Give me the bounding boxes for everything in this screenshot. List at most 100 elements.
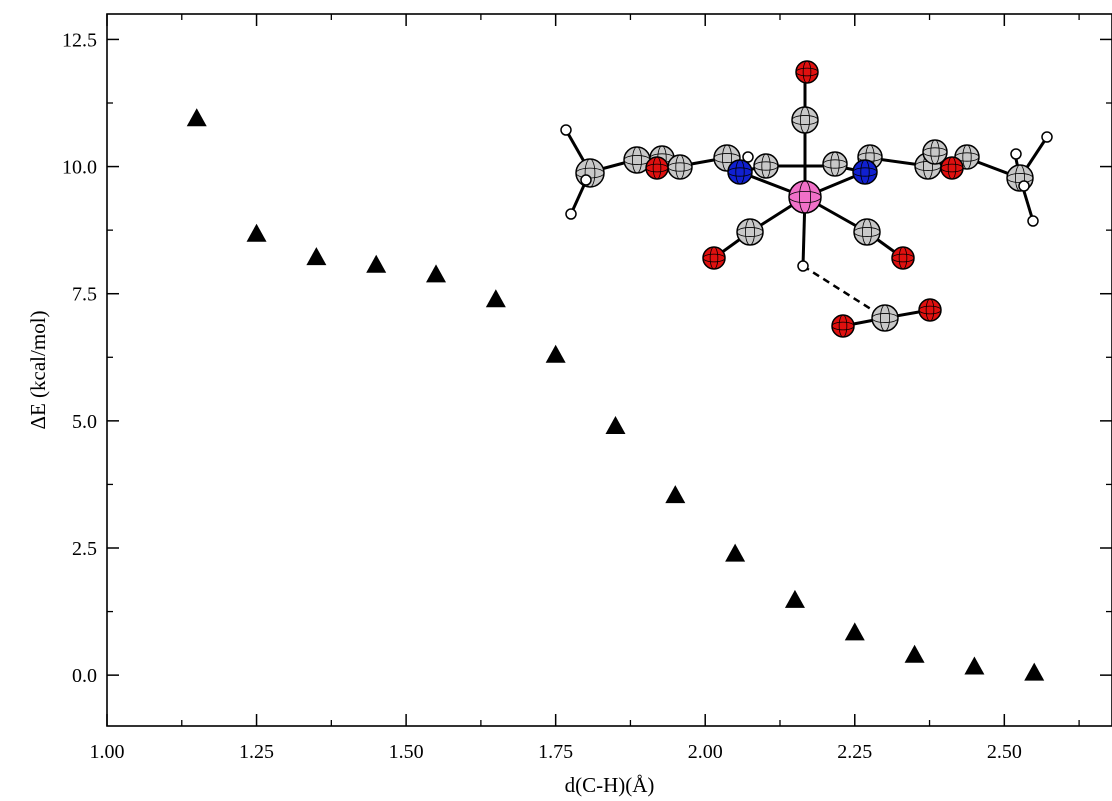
carbon-atom-shade — [962, 144, 972, 170]
carbon-atom-shade — [761, 153, 771, 179]
metal-atom-shade — [799, 180, 812, 214]
data-point — [665, 485, 686, 504]
oxygen-atom — [795, 60, 819, 84]
molecule-inset-illustration — [560, 60, 1053, 338]
carbon-atom-shade — [822, 159, 848, 169]
hydrogen-atom — [1010, 148, 1022, 160]
data-point — [904, 644, 925, 663]
oxygen-atom-shade — [940, 163, 964, 173]
data-point — [426, 264, 447, 283]
oxygen-atom-shade — [652, 156, 662, 180]
data-point — [485, 289, 506, 308]
x-tick-label: 1.25 — [239, 741, 274, 763]
carbon-atom-shade — [800, 106, 810, 134]
carbon-atom-shade — [736, 227, 764, 237]
hydrogen-atom — [1018, 180, 1030, 192]
x-tick-label: 1.75 — [538, 741, 573, 763]
hydrogen-atom — [797, 260, 809, 272]
y-tick-label: 12.5 — [62, 29, 97, 51]
data-point — [725, 543, 746, 562]
carbon-atom — [853, 218, 881, 246]
nitrogen-atom-shade — [727, 167, 753, 177]
carbon-atom-shade — [722, 144, 732, 172]
metal-atom — [788, 180, 822, 214]
data-point — [366, 254, 387, 273]
data-point — [246, 223, 267, 242]
y-tick-label: 5.0 — [72, 411, 97, 433]
oxygen-atom-shade — [795, 67, 819, 77]
y-tick-label: 0.0 — [72, 665, 97, 687]
carbon-atom-shade — [675, 154, 685, 180]
oxygen-atom-shade — [802, 60, 812, 84]
carbon-atom — [753, 153, 779, 179]
data-points — [186, 108, 1045, 681]
carbon-atom-shade — [853, 227, 881, 237]
nitrogen-atom — [852, 159, 878, 185]
carbon-atom-shade — [584, 158, 596, 188]
oxygen-atom-shade — [947, 156, 957, 180]
carbon-atom-shade — [745, 218, 755, 246]
carbon-atom — [736, 218, 764, 246]
carbon-atom-shade — [862, 218, 872, 246]
x-tick-labels: 1.00 1.25 1.50 1.75 2.00 2.25 2.50 — [90, 741, 1022, 763]
oxygen-atom-shade — [898, 246, 908, 270]
data-point — [964, 656, 985, 675]
x-tick-label: 2.50 — [987, 741, 1022, 763]
carbon-atom-shade — [1015, 164, 1025, 192]
nitrogen-atom-shade — [735, 159, 745, 185]
x-tick-label: 2.00 — [688, 741, 723, 763]
y-tick-label: 2.5 — [72, 538, 97, 560]
y-axis-label: ΔE (kcal/mol) — [26, 310, 50, 429]
nitrogen-atom — [727, 159, 753, 185]
carbon-atom-shade — [791, 115, 819, 125]
carbon-atom-shade — [713, 153, 741, 163]
carbon-atom — [667, 154, 693, 180]
y-tick-label: 7.5 — [72, 284, 97, 306]
data-point — [784, 589, 805, 608]
carbon-atom — [871, 304, 899, 332]
axis-ticks — [106, 14, 1112, 726]
oxygen-atom-shade — [709, 246, 719, 270]
carbon-atom-shade — [880, 304, 890, 332]
nitrogen-atom-shade — [852, 167, 878, 177]
oxygen-atom — [918, 298, 942, 322]
oxygen-atom-shade — [891, 253, 915, 263]
x-tick-label: 1.00 — [90, 741, 125, 763]
oxygen-atom-shade — [925, 298, 935, 322]
data-point — [306, 247, 327, 266]
x-tick-label: 2.25 — [837, 741, 872, 763]
y-tick-label: 10.0 — [62, 157, 97, 179]
oxygen-atom — [940, 156, 964, 180]
hydrogen-atom — [1027, 215, 1039, 227]
oxygen-atom-shade — [918, 305, 942, 315]
hydrogen-atom — [565, 208, 577, 220]
hydrogen-atom — [560, 124, 572, 136]
plot-frame — [106, 13, 1112, 727]
oxygen-atom — [831, 314, 855, 338]
oxygen-atom-shade — [831, 321, 855, 331]
oxygen-atom-shade — [645, 163, 669, 173]
carbon-atom-shade — [632, 146, 642, 174]
hydrogen-atom — [1041, 131, 1053, 143]
hydrogen-atom — [580, 174, 592, 186]
y-tick-labels: 0.0 2.5 5.0 7.5 10.0 12.5 — [62, 29, 97, 687]
data-point — [186, 108, 207, 127]
carbon-atom-shade — [871, 313, 899, 323]
oxygen-atom — [891, 246, 915, 270]
oxygen-atom — [702, 246, 726, 270]
carbon-atom — [791, 106, 819, 134]
data-point — [545, 344, 566, 363]
data-point — [1024, 662, 1045, 681]
carbon-atom-shade — [830, 151, 840, 177]
data-point — [605, 415, 626, 434]
carbon-atom-shade — [930, 139, 940, 165]
nitrogen-atom-shade — [860, 159, 870, 185]
hydrogen-bond — [802, 264, 886, 320]
oxygen-atom-shade — [838, 314, 848, 338]
x-tick-label: 1.50 — [389, 741, 424, 763]
data-point — [844, 622, 865, 641]
carbon-atom — [822, 151, 848, 177]
oxygen-atom — [645, 156, 669, 180]
oxygen-atom-shade — [702, 253, 726, 263]
